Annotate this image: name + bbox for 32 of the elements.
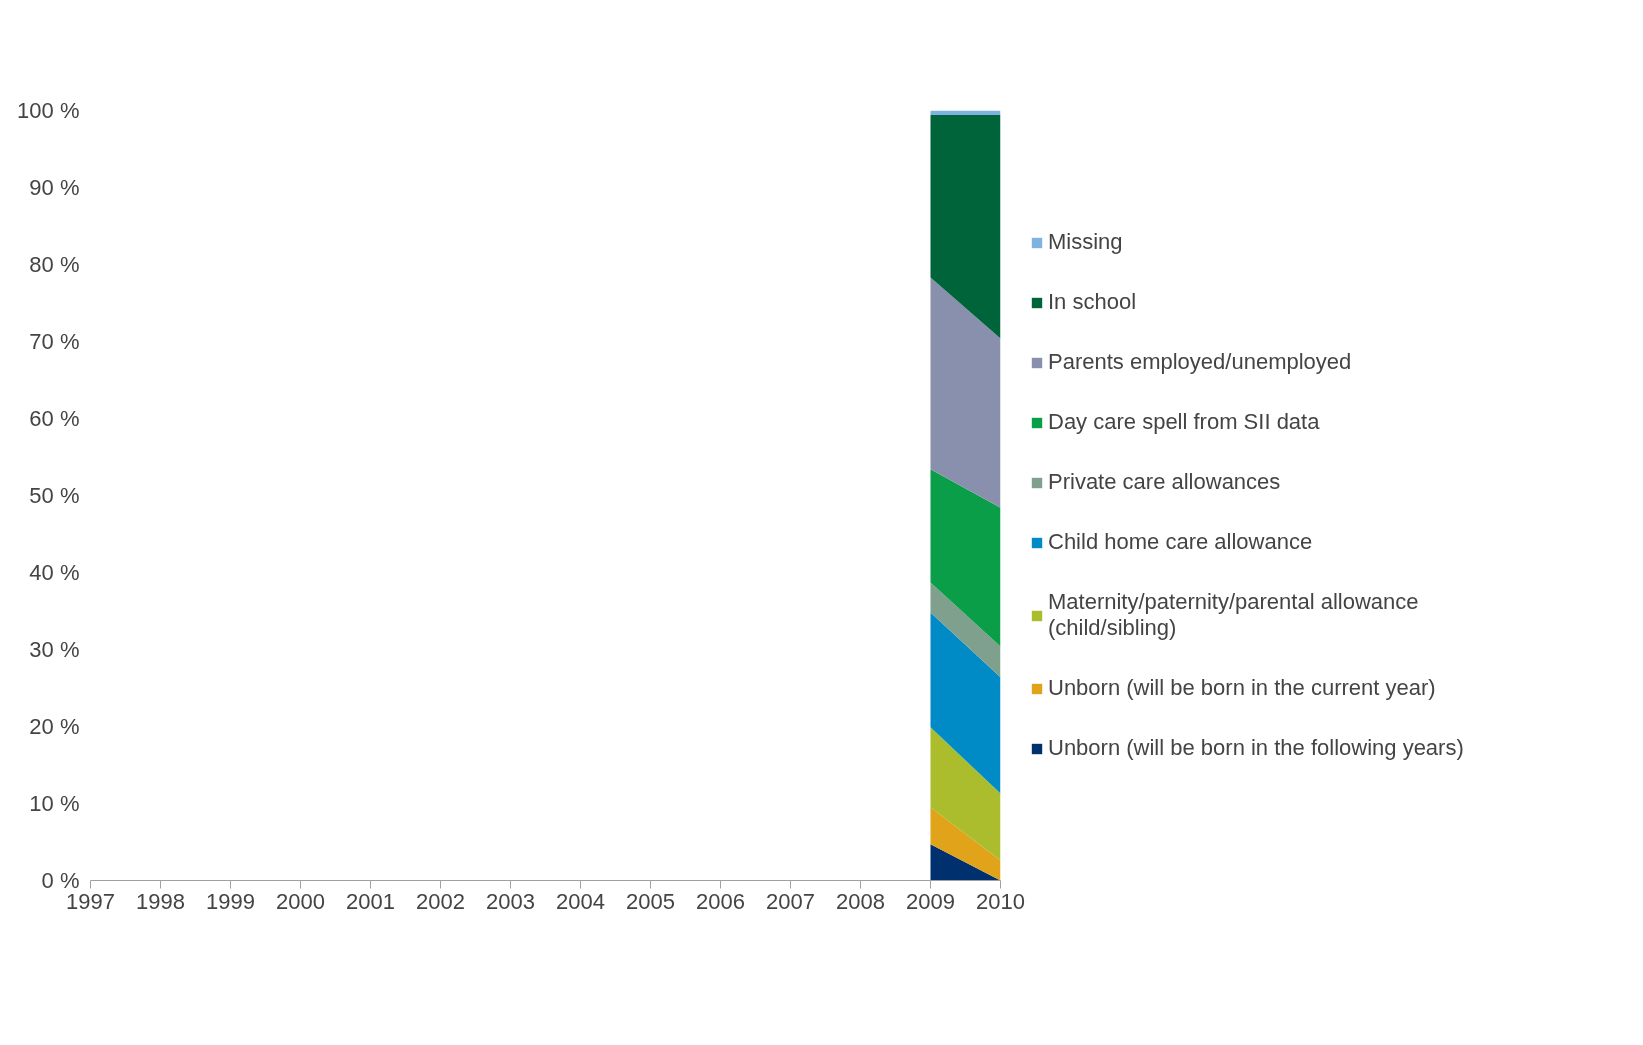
y-tick-label: 40 % bbox=[29, 560, 80, 585]
legend-label: Unborn (will be born in the following years) bbox=[1048, 735, 1464, 761]
legend-label: Unborn (will be born in the current year) bbox=[1048, 675, 1436, 701]
x-tick-label: 2006 bbox=[696, 888, 745, 914]
y-tick-label: 20 % bbox=[29, 714, 80, 739]
x-tick-label: 1999 bbox=[206, 888, 255, 914]
legend-label: Private care allowances bbox=[1048, 469, 1281, 495]
legend-label: In school bbox=[1048, 289, 1137, 315]
y-tick-label: 100 % bbox=[17, 98, 80, 123]
legend-label: Parents employed/unemployed bbox=[1048, 349, 1352, 375]
x-tick-label: 2010 bbox=[976, 888, 1025, 914]
legend-label: Maternity/paternity/parental allowance (child/sibling) bbox=[1048, 589, 1419, 641]
x-tick-label: 2000 bbox=[276, 888, 325, 914]
x-tick-label: 2002 bbox=[416, 888, 465, 914]
y-tick-label: 60 % bbox=[29, 406, 80, 431]
x-tick-label: 2003 bbox=[486, 888, 535, 914]
x-tick-label: 2005 bbox=[626, 888, 675, 914]
x-tick-label: 2004 bbox=[556, 888, 605, 914]
x-tick-label: 2007 bbox=[766, 888, 815, 914]
x-tick-label: 2009 bbox=[906, 888, 955, 914]
legend-label: Child home care allowance bbox=[1048, 529, 1313, 555]
y-tick-label: 70 % bbox=[29, 329, 80, 354]
y-tick-label: 10 % bbox=[29, 791, 80, 816]
legend-label: Day care spell from SII data bbox=[1048, 409, 1320, 435]
x-tick-label: 2008 bbox=[836, 888, 885, 914]
x-tick-label: 1998 bbox=[136, 888, 185, 914]
x-tick-label: 2001 bbox=[346, 888, 395, 914]
y-tick-label: 30 % bbox=[29, 637, 80, 662]
y-tick-label: 90 % bbox=[29, 175, 80, 200]
legend-label: Missing bbox=[1048, 229, 1123, 255]
y-tick-label: 80 % bbox=[29, 252, 80, 277]
y-tick-label: 50 % bbox=[29, 483, 80, 508]
